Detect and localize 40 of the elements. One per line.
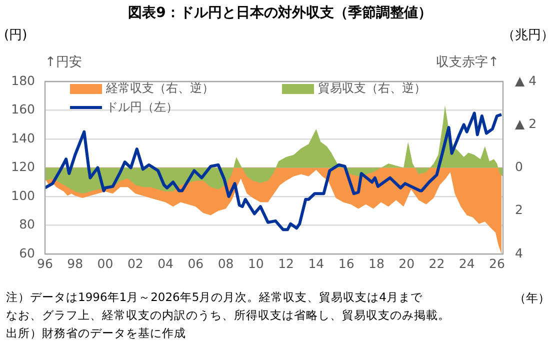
y2-tick-label: ▲ 2 (515, 116, 537, 131)
text: なお、グラフ上、経常収支の内訳のうち、所得収支は省略し、貿易収支のみ掲載。 (6, 308, 450, 323)
legend-label: 経常収支（右、逆） (106, 80, 214, 97)
x-tick-label: 02 (127, 256, 144, 271)
x-tick-label: 96 (37, 256, 53, 271)
x-tick-label: 26 (489, 256, 505, 271)
y2-tick-label: ▲ 4 (515, 72, 537, 88)
legend-label: ドル円（左） (106, 99, 178, 116)
chart-title: 図表9：ドル円と日本の対外収支（季節調整値） (127, 4, 433, 22)
y-tick-label: 60 (19, 245, 36, 260)
text: 収支赤字↑ (436, 54, 499, 71)
text: 注）データは1996年1月～2026年5月の月次。経常収支、貿易収支は4月まで (6, 290, 422, 305)
y-tick-label: 180 (11, 72, 36, 88)
x-tick-label: 12 (278, 256, 294, 271)
x-tick-label: 08 (218, 256, 234, 271)
y2-tick-label: 0 (515, 159, 523, 174)
y-tick-label: 120 (11, 159, 36, 174)
y2-axis-title: （兆円） (502, 27, 554, 44)
x-tick-label: 18 (368, 256, 384, 271)
x-axis-title: （年） (514, 290, 550, 307)
legend-label: 貿易収支（右、逆） (318, 80, 426, 97)
y2-tick-label: 2 (515, 202, 523, 218)
y-axis-title: (円) (4, 27, 28, 44)
text: 出所）財務省のデータを基に作成 (6, 326, 186, 341)
y2-tick-label: 4 (515, 245, 523, 260)
y-tick-label: 100 (11, 188, 36, 203)
x-tick-label: 16 (338, 256, 354, 271)
text: ↑円安 (45, 54, 82, 71)
x-tick-label: 06 (188, 256, 204, 271)
y-tick-label: 80 (19, 216, 36, 232)
x-tick-label: 98 (67, 256, 84, 271)
y-tick-label: 140 (11, 130, 36, 146)
y-tick-label: 160 (11, 102, 36, 116)
x-tick-label: 22 (428, 256, 445, 271)
x-tick-label: 00 (97, 256, 114, 271)
x-tick-label: 20 (398, 256, 415, 271)
x-tick-label: 10 (248, 256, 264, 271)
x-tick-label: 14 (308, 256, 324, 271)
x-tick-label: 24 (458, 256, 475, 271)
x-tick-label: 04 (158, 256, 174, 271)
